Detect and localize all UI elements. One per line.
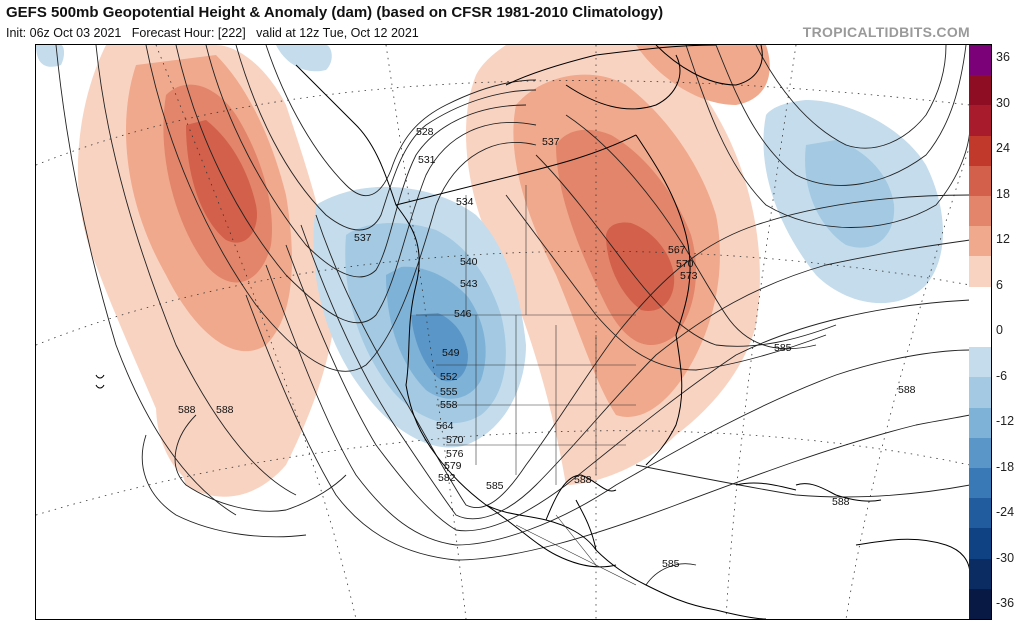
map-canvas: 528 531 534 537 540 543 546 549 552 555 … [36, 45, 970, 619]
contour-label: 588 [216, 404, 234, 416]
contour-label: 576 [446, 448, 464, 460]
colorbar-segment [969, 316, 991, 348]
contour-label: 588 [832, 496, 850, 508]
colorbar-label: -24 [996, 505, 1015, 519]
contour-label: 540 [460, 256, 478, 268]
colorbar-segment [969, 196, 991, 227]
map-panel: 528 531 534 537 540 543 546 549 552 555 … [35, 44, 971, 620]
colorbar-label: 0 [996, 323, 1003, 337]
colorbar-segment [969, 528, 991, 560]
political-borders [416, 185, 637, 586]
source-watermark: TROPICALTIDBITS.COM [802, 24, 970, 40]
contour-label: 552 [440, 371, 458, 383]
contour-label: 585 [486, 480, 504, 492]
contour-label: 546 [454, 308, 472, 320]
colorbar-segment [969, 407, 991, 439]
colorbar-label: 24 [996, 141, 1010, 155]
colorbar-label: 6 [996, 277, 1003, 292]
chart-subtitle: Init: 06z Oct 03 2021 Forecast Hour: [22… [6, 26, 419, 40]
colorbar-segment [969, 558, 991, 590]
colorbar-label: -12 [996, 414, 1015, 428]
contour-label: 564 [436, 420, 454, 432]
contour-label: 588 [178, 404, 196, 416]
anomaly-shading [36, 45, 943, 497]
contour-label: 537 [354, 232, 372, 244]
colorbar-label: -30 [996, 550, 1015, 565]
contour-label: 579 [444, 460, 462, 472]
contour-label: 528 [416, 126, 434, 138]
valid-time: valid at 12z Tue, Oct 12 2021 [256, 26, 419, 40]
contour-label: 573 [680, 270, 698, 282]
colorbar-label: 36 [996, 50, 1010, 64]
colorbar-segment [969, 75, 991, 106]
contour-label: 588 [574, 474, 592, 486]
init-time: Init: 06z Oct 03 2021 [6, 26, 122, 40]
colorbar-segment [969, 437, 991, 469]
colorbar-segment [969, 467, 991, 499]
anomaly-colorbar [969, 44, 992, 620]
colorbar-segment [969, 45, 991, 76]
contour-label: 585 [774, 342, 792, 354]
contour-label: 531 [418, 154, 436, 166]
contour-label: 555 [440, 386, 458, 398]
contour-label: 588 [898, 384, 916, 396]
colorbar-segment [969, 135, 991, 167]
colorbar-label: -36 [996, 596, 1015, 610]
contour-label: 558 [440, 399, 458, 411]
colorbar-segment [969, 347, 991, 378]
colorbar-label: 18 [996, 186, 1010, 201]
forecast-hour: Forecast Hour: [222] [131, 26, 246, 40]
colorbar-segment [969, 165, 991, 197]
colorbar-label: 30 [996, 95, 1010, 110]
colorbar-label: -6 [996, 368, 1008, 383]
colorbar-segment [969, 226, 991, 257]
coastlines [95, 45, 970, 619]
contour-labels: 528 531 534 537 540 543 546 549 552 555 … [178, 126, 916, 570]
contour-label: 570 [446, 434, 464, 446]
colorbar-label: -18 [996, 459, 1015, 474]
colorbar-segment [969, 105, 991, 137]
height-contours [55, 45, 970, 586]
colorbar-segment [969, 588, 991, 620]
colorbar-label: 12 [996, 232, 1010, 246]
graticule [36, 45, 970, 619]
chart-title: GEFS 500mb Geopotential Height & Anomaly… [6, 4, 664, 21]
contour-label: 543 [460, 278, 478, 290]
contour-label: 570 [676, 258, 694, 270]
colorbar-segment [969, 377, 991, 409]
contour-label: 549 [442, 347, 460, 359]
contour-label: 582 [438, 472, 456, 484]
contour-label: 567 [668, 244, 686, 256]
contour-label: 537 [542, 136, 560, 148]
contour-label: 534 [456, 196, 474, 208]
colorbar-segment [969, 498, 991, 529]
colorbar-segment [969, 256, 991, 288]
contour-label: 585 [662, 558, 680, 570]
colorbar-segment [969, 286, 991, 318]
